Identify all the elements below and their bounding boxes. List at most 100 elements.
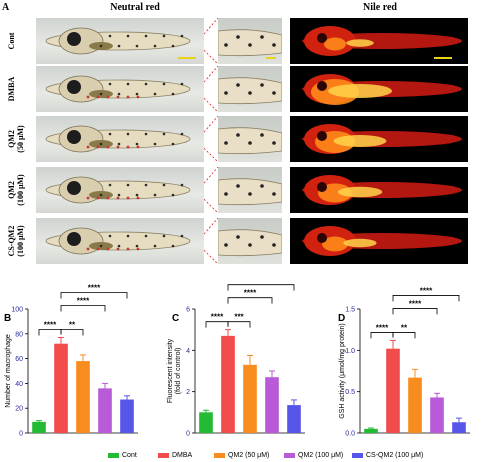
significance-bracket bbox=[60, 329, 84, 336]
bar bbox=[221, 335, 235, 433]
significance-label: **** bbox=[409, 299, 422, 308]
significance-bracket bbox=[392, 308, 438, 315]
bar bbox=[54, 343, 68, 433]
y-axis-label: Number of macrophage bbox=[5, 334, 12, 408]
neutral-red-zoom-image bbox=[218, 116, 282, 162]
significance-bracket bbox=[370, 332, 394, 339]
bar bbox=[430, 397, 444, 433]
y-tick-label: 60 bbox=[15, 356, 23, 363]
legend-label: QM2 (100 μM) bbox=[298, 452, 344, 459]
zoom-guide-lines bbox=[203, 65, 219, 113]
scale-bar bbox=[266, 57, 276, 59]
scale-bar bbox=[434, 57, 452, 59]
bar bbox=[243, 364, 257, 433]
significance-bracket bbox=[227, 321, 251, 328]
significance-bracket bbox=[392, 332, 416, 339]
significance-bracket bbox=[205, 321, 229, 328]
zoom-guide-lines bbox=[203, 217, 219, 265]
legend-label: DMBA bbox=[172, 452, 193, 459]
bar bbox=[364, 428, 378, 433]
y-axis-label: Fluorescent intensity(fold of control) bbox=[167, 338, 182, 403]
legend-label: QM2 (50 μM) bbox=[228, 452, 270, 459]
zoom-guide-lines bbox=[203, 166, 219, 214]
y-tick-label: 20 bbox=[15, 406, 23, 413]
row-label: CS-QM2 (100 μM) bbox=[7, 225, 25, 257]
nile-red-heading: Nile red bbox=[363, 2, 397, 13]
neutral-red-larva-image bbox=[36, 167, 204, 213]
neutral-red-larva-image bbox=[36, 116, 204, 162]
bar bbox=[120, 399, 134, 433]
bar bbox=[386, 348, 400, 433]
significance-label: **** bbox=[376, 323, 389, 332]
significance-label: **** bbox=[420, 286, 433, 295]
zoom-guide-lines bbox=[203, 115, 219, 163]
neutral-red-zoom-image bbox=[218, 18, 282, 64]
bar bbox=[98, 388, 112, 433]
neutral-red-larva-image bbox=[36, 218, 204, 264]
y-tick-label: 1.0 bbox=[345, 348, 355, 355]
y-tick-label: 1.5 bbox=[345, 307, 355, 314]
legend-item: DMBA bbox=[158, 452, 192, 459]
panel-letter: B bbox=[4, 313, 11, 324]
legend-item: QM2 (100 μM) bbox=[284, 452, 343, 459]
nile-red-fluorescence-image bbox=[290, 18, 468, 64]
significance-label: **** bbox=[244, 289, 257, 298]
significance-label: *** bbox=[234, 313, 244, 322]
bar bbox=[199, 412, 213, 433]
significance-bracket bbox=[60, 305, 106, 312]
nile-red-fluorescence-image bbox=[290, 116, 468, 162]
significance-bracket bbox=[227, 297, 273, 304]
nile-red-fluorescence-image bbox=[290, 218, 468, 264]
neutral-red-larva-image bbox=[36, 66, 204, 112]
legend-swatch bbox=[284, 453, 295, 458]
y-tick-label: 0 bbox=[186, 431, 190, 438]
legend-label: Cont bbox=[122, 452, 137, 459]
legend-item: Cont bbox=[108, 452, 137, 459]
neutral-red-zoom-image bbox=[218, 218, 282, 264]
nile-red-fluorescence-image bbox=[290, 167, 468, 213]
y-tick-label: 80 bbox=[15, 331, 23, 338]
significance-bracket bbox=[38, 329, 62, 336]
panel-letter: D bbox=[338, 313, 345, 324]
legend-swatch bbox=[108, 453, 119, 458]
significance-label: **** bbox=[44, 321, 57, 330]
neutral-red-zoom-image bbox=[218, 167, 282, 213]
y-tick-label: 40 bbox=[15, 381, 23, 388]
nile-red-fluorescence-image bbox=[290, 66, 468, 112]
bar bbox=[287, 405, 301, 433]
significance-bracket bbox=[392, 295, 460, 302]
scale-bar bbox=[178, 57, 196, 59]
bar bbox=[265, 377, 279, 433]
legend-swatch bbox=[352, 453, 363, 458]
y-tick-label: 6 bbox=[186, 307, 190, 314]
legend-swatch bbox=[158, 453, 169, 458]
legend-item: QM2 (50 μM) bbox=[214, 452, 269, 459]
significance-label: **** bbox=[255, 283, 268, 285]
y-axis-label: GSH activity (μmol/mg protein) bbox=[339, 323, 346, 418]
y-tick-label: 2 bbox=[186, 389, 190, 396]
y-tick-label: 100 bbox=[11, 307, 23, 314]
legend-item: CS-QM2 (100 μM) bbox=[352, 452, 423, 459]
neutral-red-zoom-image bbox=[218, 66, 282, 112]
significance-label: **** bbox=[77, 297, 90, 306]
neutral-red-heading: Neutral red bbox=[110, 2, 160, 13]
bar bbox=[76, 361, 90, 433]
panel-a-letter: A bbox=[2, 2, 10, 13]
significance-label: **** bbox=[88, 284, 101, 293]
significance-label: **** bbox=[211, 313, 224, 322]
y-tick-label: 4 bbox=[186, 348, 190, 355]
bar bbox=[452, 422, 466, 433]
y-tick-label: 0.5 bbox=[345, 389, 355, 396]
significance-bracket bbox=[227, 284, 295, 291]
legend-label: CS-QM2 (100 μM) bbox=[366, 452, 424, 459]
y-tick-label: 0 bbox=[19, 431, 23, 438]
zoom-guide-lines bbox=[203, 17, 219, 65]
panel-letter: C bbox=[172, 313, 179, 324]
y-tick-label: 0.0 bbox=[345, 431, 355, 438]
significance-bracket bbox=[60, 292, 128, 299]
bar bbox=[32, 421, 46, 433]
legend-swatch bbox=[214, 453, 225, 458]
neutral-red-larva-image bbox=[36, 18, 204, 64]
bar bbox=[408, 377, 422, 433]
